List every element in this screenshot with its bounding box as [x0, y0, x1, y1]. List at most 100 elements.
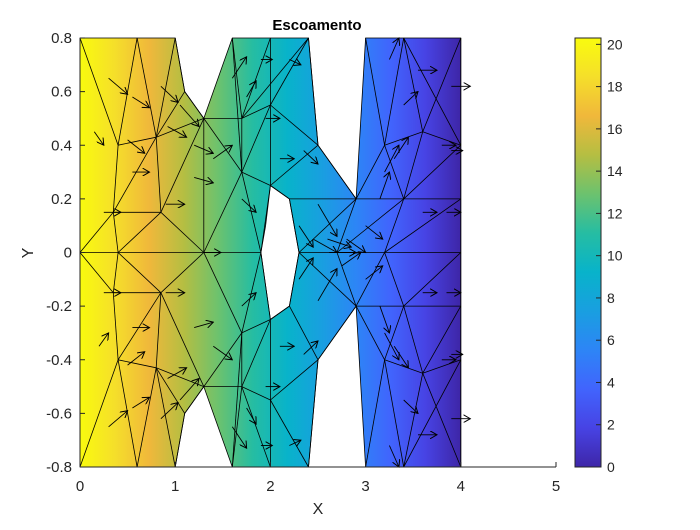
- vector-layer: [93, 38, 470, 467]
- colorbar-tick-label: 20: [607, 36, 623, 52]
- x-tick-label: 2: [266, 478, 274, 495]
- velocity-vector: [93, 131, 104, 145]
- mesh-edge: [336, 252, 357, 307]
- velocity-vector: [194, 144, 213, 153]
- velocity-vector: [365, 266, 383, 280]
- velocity-vector: [213, 145, 232, 160]
- velocity-vector: [213, 345, 232, 360]
- mesh-edge: [403, 305, 424, 374]
- mesh-edge: [241, 104, 271, 173]
- chart-title: Escoamento: [272, 17, 361, 34]
- velocity-vector: [167, 368, 187, 379]
- mesh-edge: [365, 37, 385, 146]
- velocity-vector: [246, 81, 257, 98]
- mesh-edge: [355, 252, 385, 307]
- velocity-vector: [312, 238, 337, 252]
- velocity-vector: [246, 407, 257, 424]
- mesh-edge: [270, 104, 319, 146]
- velocity-vector: [346, 238, 366, 252]
- mesh-edge: [112, 137, 157, 213]
- mesh-edge: [403, 252, 462, 307]
- y-ticks: 0.8 0.6 0.4 0.2 0 -0.2 -0.4 -0.6 -0.8: [46, 30, 85, 476]
- y-tick-label: 0.2: [51, 191, 72, 208]
- mesh-edge: [136, 37, 157, 138]
- mesh-edge: [155, 137, 162, 213]
- mesh-edge: [384, 145, 405, 200]
- mesh-edge: [160, 252, 205, 293]
- mesh-edge: [174, 37, 186, 92]
- colorbar-tick-label: 16: [607, 121, 623, 137]
- velocity-vector: [132, 96, 149, 108]
- mesh-edge: [403, 144, 462, 200]
- velocity-vector: [194, 322, 213, 329]
- mesh-edge: [155, 367, 186, 414]
- mesh-edge: [79, 359, 119, 468]
- mesh-edge: [384, 252, 405, 307]
- velocity-vector: [379, 305, 390, 333]
- velocity-vector: [241, 293, 256, 307]
- velocity-vector: [379, 172, 390, 200]
- mesh-edge: [231, 37, 243, 119]
- colorbar-tick-label: 10: [607, 248, 623, 264]
- y-tick-label: 0.4: [51, 137, 72, 154]
- mesh-edge: [174, 413, 186, 468]
- velocity-vector: [241, 198, 256, 212]
- x-axis-label: X: [313, 501, 324, 518]
- mesh-edge: [241, 319, 271, 334]
- colorbar-tick-label: 2: [607, 417, 615, 433]
- colorbar-tick-label: 14: [607, 163, 623, 179]
- mesh-edge: [241, 386, 271, 401]
- velocity-vector: [108, 411, 128, 428]
- velocity-vector: [298, 258, 313, 280]
- mesh-edge: [270, 399, 309, 468]
- velocity-vector: [160, 403, 178, 420]
- y-tick-label: 0.6: [51, 84, 72, 101]
- velocity-vector: [132, 397, 149, 409]
- mesh-edge: [155, 37, 176, 138]
- velocity-vector: [388, 38, 399, 60]
- colorbar-tick-label: 18: [607, 79, 623, 95]
- velocity-vector: [231, 57, 246, 79]
- mesh-edge: [270, 185, 290, 200]
- colorbar-tick-label: 6: [607, 332, 615, 348]
- mesh-edge: [365, 359, 385, 468]
- colorbar-tick-label: 0: [607, 459, 615, 475]
- mesh-edge: [403, 373, 424, 468]
- mesh-edge: [117, 252, 162, 293]
- colorbar-tick-label: 8: [607, 290, 615, 306]
- x-tick-label: 4: [457, 478, 465, 495]
- velocity-vector: [384, 145, 399, 173]
- mesh-edge: [203, 118, 243, 173]
- mesh-edge: [422, 37, 462, 132]
- mesh-edge: [79, 212, 114, 253]
- velocity-vector: [393, 137, 408, 159]
- mesh-edge: [155, 91, 186, 138]
- velocity-vector: [317, 269, 337, 302]
- mesh-edge: [270, 144, 319, 186]
- mesh-edge: [403, 131, 424, 200]
- mesh-edge: [117, 212, 162, 253]
- velocity-vector: [289, 60, 301, 65]
- mesh-edge: [355, 145, 385, 200]
- x-tick-label: 0: [76, 478, 84, 495]
- mesh-edge: [231, 332, 243, 468]
- y-tick-label: -0.4: [46, 352, 72, 369]
- mesh-edge: [422, 305, 462, 374]
- velocity-vector: [179, 379, 199, 401]
- mesh-edge: [112, 212, 119, 253]
- mesh-edge: [355, 305, 385, 360]
- mesh-edge: [270, 305, 290, 320]
- mesh-edge: [270, 359, 319, 401]
- mesh-edge: [403, 37, 462, 146]
- velocity-vector: [231, 426, 246, 448]
- mesh-edge: [422, 373, 462, 468]
- velocity-vector: [160, 85, 178, 102]
- mesh-edge: [289, 305, 319, 360]
- mesh-edge: [118, 136, 157, 146]
- velocity-vector: [365, 225, 383, 239]
- mesh-edge: [184, 91, 205, 119]
- mesh-edge: [384, 198, 462, 253]
- y-tick-label: 0.8: [51, 30, 72, 47]
- mesh-edge: [160, 292, 205, 387]
